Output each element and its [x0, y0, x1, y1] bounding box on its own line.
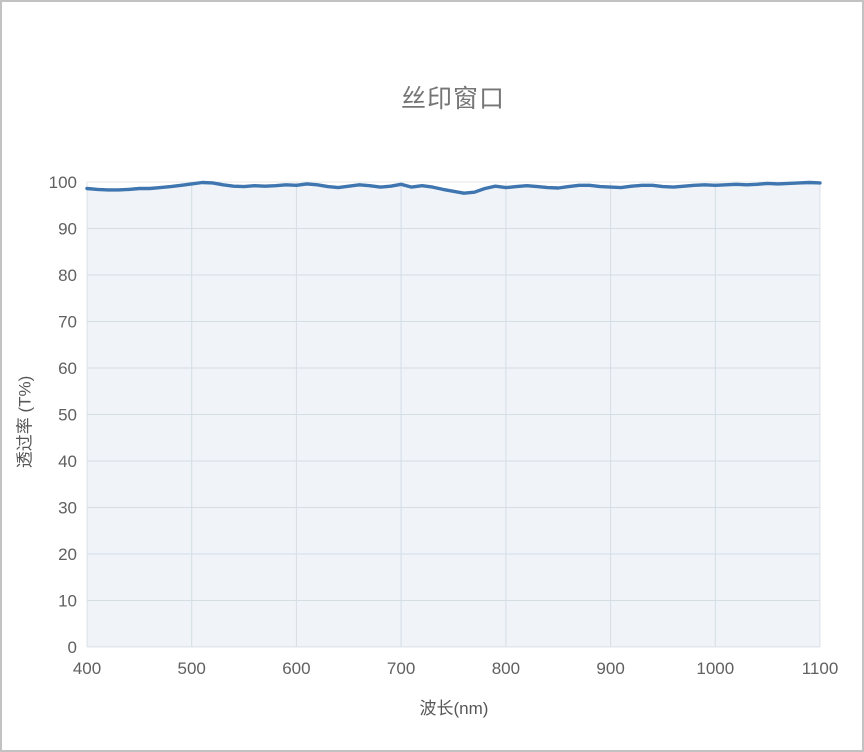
y-tick-label: 30	[58, 499, 77, 518]
y-tick-label: 0	[68, 638, 77, 657]
x-tick-label: 900	[596, 659, 624, 678]
x-tick-label: 400	[73, 659, 101, 678]
y-tick-label: 80	[58, 266, 77, 285]
y-tick-label: 40	[58, 452, 77, 471]
x-tick-label: 600	[282, 659, 310, 678]
chart-title: 丝印窗口	[400, 85, 506, 113]
y-tick-label: 10	[58, 592, 77, 611]
x-tick-label: 1100	[802, 659, 839, 678]
x-tick-label: 1000	[696, 659, 734, 678]
x-axis-title: 波长(nm)	[419, 699, 489, 718]
x-tick-label: 700	[387, 659, 415, 678]
y-axis-title: 透过率 (T%)	[15, 375, 35, 469]
y-tick-label: 20	[58, 545, 77, 564]
y-tick-label: 90	[58, 220, 77, 239]
y-tick-label: 100	[49, 173, 77, 192]
y-tick-label: 70	[58, 313, 77, 332]
y-tick-label: 50	[58, 406, 77, 425]
y-tick-label: 60	[58, 359, 77, 378]
series-line	[85, 180, 822, 195]
series-area	[87, 182, 820, 647]
x-tick-label: 500	[178, 659, 206, 678]
x-tick-label: 800	[492, 659, 520, 678]
